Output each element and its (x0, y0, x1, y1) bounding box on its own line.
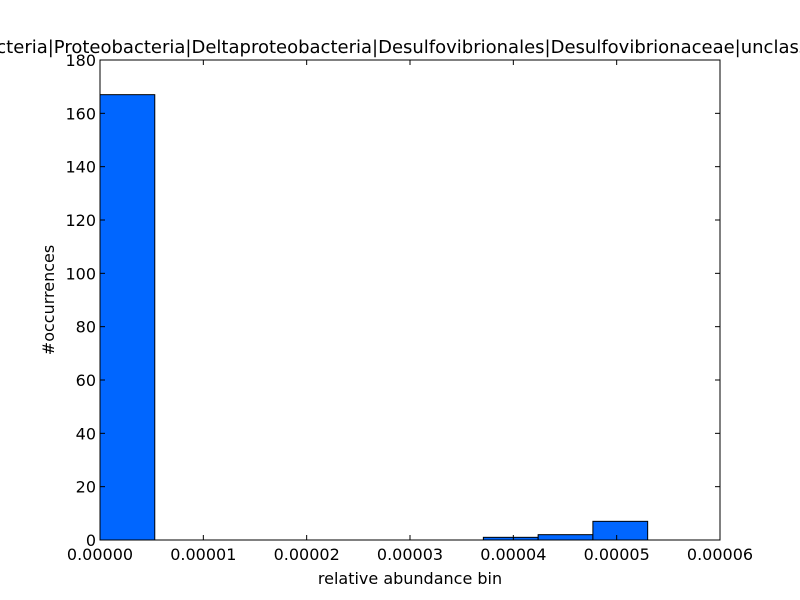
y-tick-label: 0 (86, 531, 96, 550)
y-tick-label: 120 (65, 211, 96, 230)
x-tick-label: 0.00003 (377, 545, 443, 564)
chart-title: Bacteria|Proteobacteria|Deltaproteobacte… (0, 37, 800, 58)
histogram-bar-0 (99, 94, 156, 541)
x-tick-label: 0.00005 (584, 545, 650, 564)
plot-frame (99, 59, 721, 541)
y-tick-label: 40 (76, 424, 96, 443)
x-tick-label: 0.00006 (687, 545, 753, 564)
ticks-group: 0.00000 0.00001 0.00002 0.00003 0.00004 0.000… (65, 51, 753, 564)
y-tick-label: 180 (65, 51, 96, 70)
x-axis-label: relative abundance bin (318, 569, 502, 588)
y-tick-label: 160 (65, 104, 96, 123)
x-tick-label: 0.00000 (67, 545, 133, 564)
histogram-bar-8 (537, 534, 594, 541)
y-tick-label: 60 (76, 371, 96, 390)
y-tick-label: 100 (65, 264, 96, 283)
y-tick-label: 140 (65, 158, 96, 177)
y-tick-label: 80 (76, 318, 96, 337)
x-tick-label: 0.00001 (170, 545, 236, 564)
y-tick-label: 20 (76, 478, 96, 497)
bars-group (99, 94, 649, 541)
x-tick-label: 0.00004 (480, 545, 546, 564)
y-axis-label: #occurrences (39, 245, 58, 355)
histogram-bar-9 (592, 520, 649, 541)
x-tick-label: 0.00002 (274, 545, 340, 564)
